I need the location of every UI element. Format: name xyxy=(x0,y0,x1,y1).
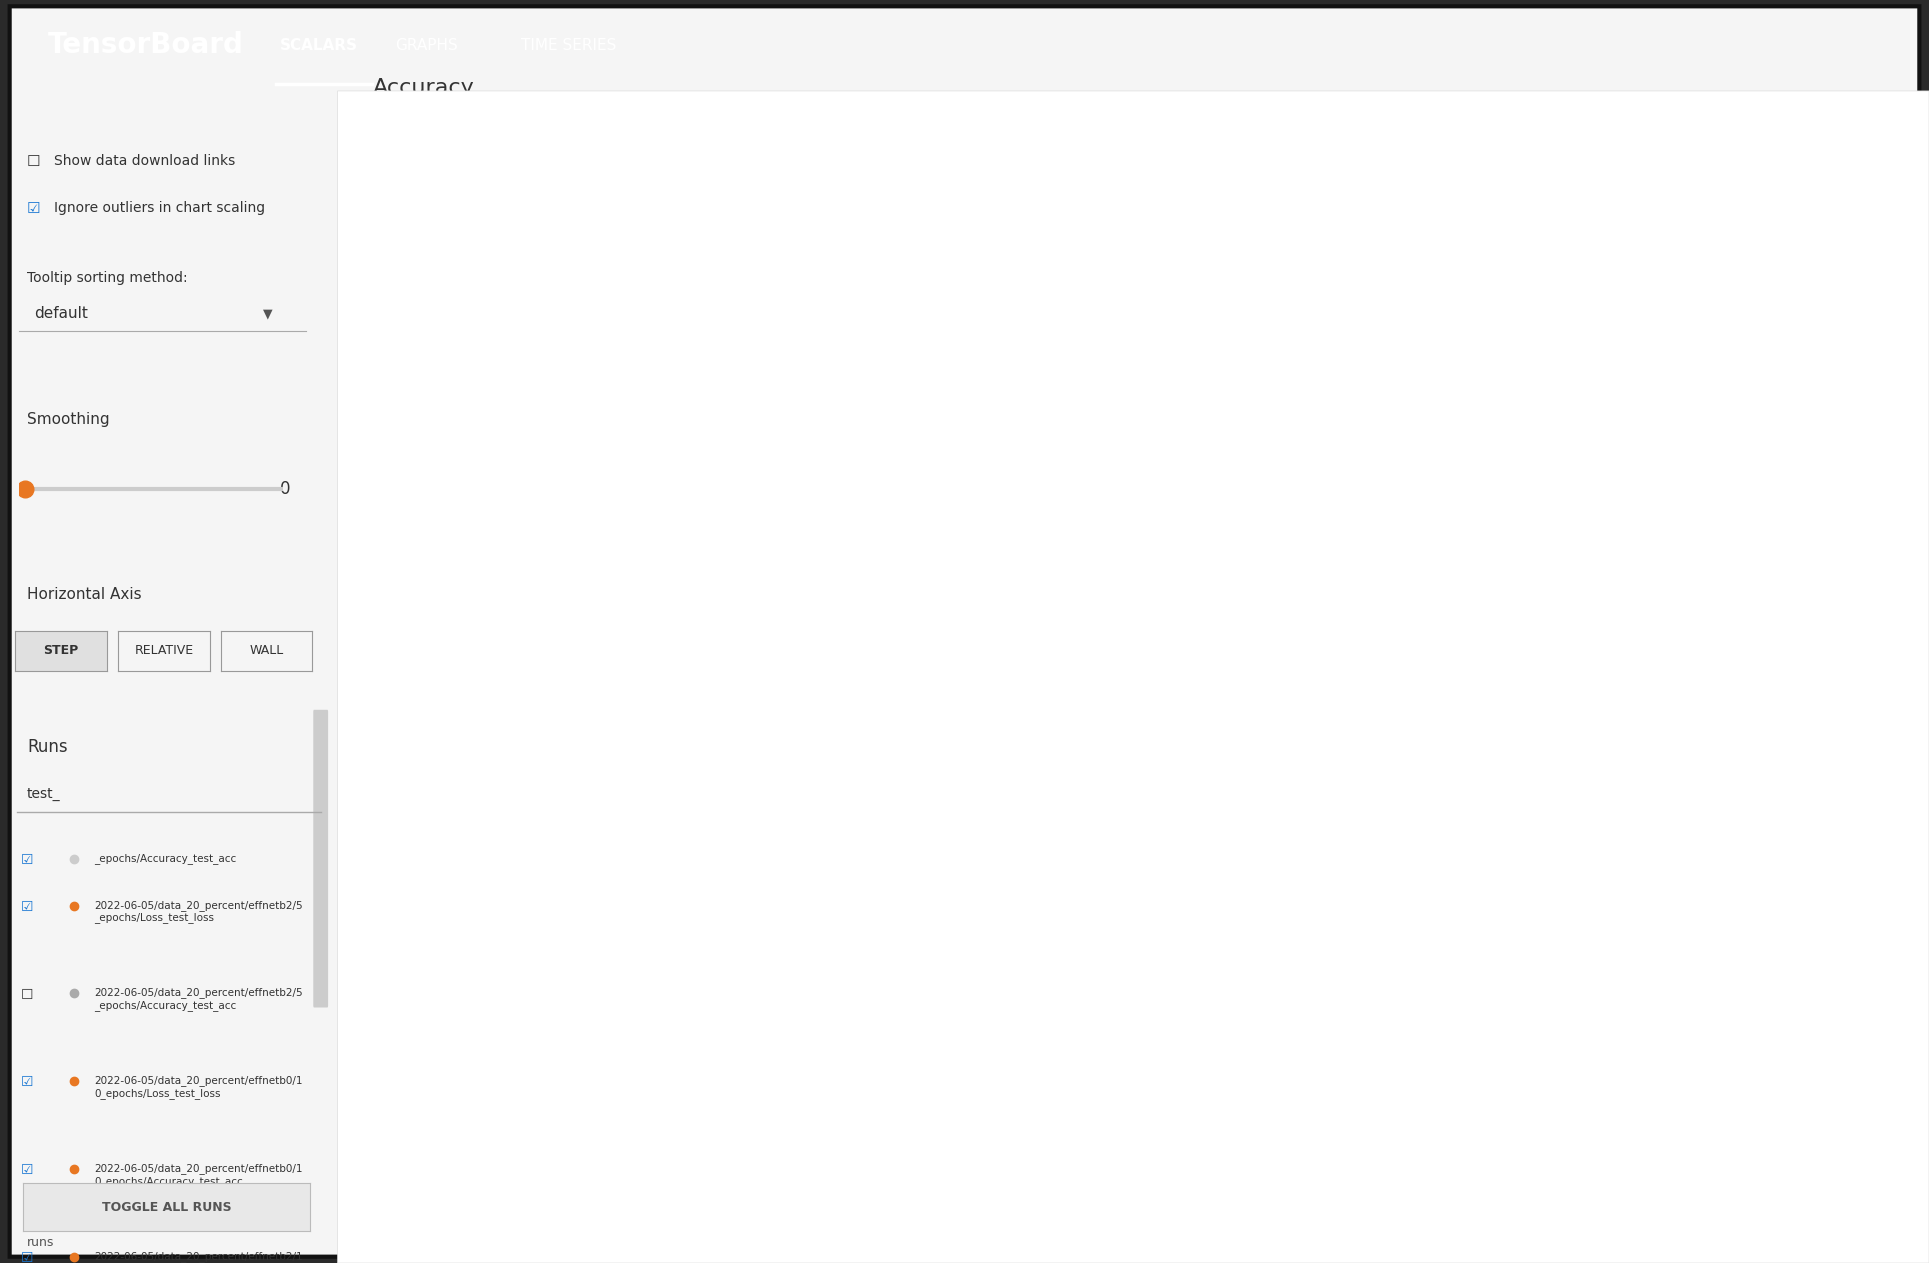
Text: Name: Name xyxy=(388,384,438,399)
Text: 0.2771: 0.2771 xyxy=(1372,632,1418,645)
Text: 2022-06-05/data_10_percent/effnetb2/5_epochs/Loss_test_loss: 2022-06-05/data_10_percent/effnetb2/5_ep… xyxy=(403,577,824,590)
Text: 9: 9 xyxy=(1474,410,1481,424)
Text: 2022-06-05/data_10_percent/effnetb0/5_epochs/Loss_test_loss: 2022-06-05/data_10_percent/effnetb0/5_ep… xyxy=(403,466,824,479)
Text: 0.7087: 0.7087 xyxy=(1236,577,1283,590)
Text: 13s: 13s xyxy=(1819,797,1842,811)
Text: 21s: 21s xyxy=(1819,410,1842,424)
Text: TOGGLE ALL RUNS: TOGGLE ALL RUNS xyxy=(102,1201,231,1214)
Text: 4: 4 xyxy=(1474,466,1481,479)
Text: 0.5689: 0.5689 xyxy=(1236,466,1283,479)
Text: Mon Jun 6, 09:30:53: Mon Jun 6, 09:30:53 xyxy=(1543,797,1678,811)
Text: Time: Time xyxy=(1543,384,1586,399)
Text: 0.5879: 0.5879 xyxy=(1372,522,1418,534)
Text: ⊞: ⊞ xyxy=(546,1195,561,1215)
Text: Relative: Relative xyxy=(1819,384,1888,399)
Text: 9: 9 xyxy=(1474,522,1481,534)
Text: 31s: 31s xyxy=(1819,743,1842,755)
Text: 2022-06-05/data_20_percent/effnetb0/1
0_epochs/Loss_test_loss: 2022-06-05/data_20_percent/effnetb0/1 0_… xyxy=(95,1076,303,1099)
Text: 10s: 10s xyxy=(1819,577,1842,590)
Text: default: default xyxy=(33,306,87,321)
Text: Tooltip sorting method:: Tooltip sorting method: xyxy=(27,272,187,285)
Text: Horizontal Axis: Horizontal Axis xyxy=(27,587,141,602)
Text: tag: Loss: tag: Loss xyxy=(395,813,451,826)
Text: 9: 9 xyxy=(1474,632,1481,645)
Text: 0: 0 xyxy=(280,480,291,499)
Text: ☐: ☐ xyxy=(27,154,41,169)
Text: 0.447: 0.447 xyxy=(1236,797,1275,811)
Text: 0.5689: 0.5689 xyxy=(1372,466,1418,479)
Text: 2022-06-05/data_10_percent/effnetb0/10_epochs/Loss_test_loss: 2022-06-05/data_10_percent/effnetb0/10_e… xyxy=(403,410,831,424)
Text: 0.3913: 0.3913 xyxy=(1372,687,1418,700)
Text: 2022-06-05/data_20_percent/effnetb0/10_epochs/Loss_test_loss: 2022-06-05/data_20_percent/effnetb0/10_e… xyxy=(403,632,831,645)
Text: Mon Jun 6, 09:29:26: Mon Jun 6, 09:29:26 xyxy=(1543,577,1676,590)
Text: ☑: ☑ xyxy=(19,899,33,913)
Text: Show data download links: Show data download links xyxy=(54,154,235,168)
Text: 0.7087: 0.7087 xyxy=(1372,577,1418,590)
Text: SCALARS: SCALARS xyxy=(280,38,357,53)
Text: 4: 4 xyxy=(1474,797,1481,811)
Text: TIME SERIES: TIME SERIES xyxy=(521,38,615,53)
Text: 2022-06-05/data_20_percent/effnetb2/5_epochs/Loss_test_loss: 2022-06-05/data_20_percent/effnetb2/5_ep… xyxy=(403,797,824,811)
Text: 2022-06-05/data_20_percent/effnetb2/10_epochs/Loss_test_loss: 2022-06-05/data_20_percent/effnetb2/10_e… xyxy=(403,743,831,755)
Text: RELATIVE: RELATIVE xyxy=(135,644,193,658)
Text: Step: Step xyxy=(1474,384,1512,399)
Text: Loss: Loss xyxy=(372,674,403,688)
Text: 0.447: 0.447 xyxy=(1372,797,1408,811)
Text: 2022-06-05/data_20_percent/effnetb2/1
0_epochs/Loss_test_loss: 2022-06-05/data_20_percent/effnetb2/1 0_… xyxy=(95,1252,303,1263)
Text: ☑: ☑ xyxy=(19,1076,33,1090)
Text: WALL: WALL xyxy=(249,644,284,658)
Text: ☑: ☑ xyxy=(19,1163,33,1177)
Text: 2022-06-05/data_20_percent/effnetb2/5
_epochs/Accuracy_test_acc: 2022-06-05/data_20_percent/effnetb2/5 _e… xyxy=(95,988,303,1010)
Text: STEP: STEP xyxy=(42,644,79,658)
Text: Ignore outliers in chart scaling: Ignore outliers in chart scaling xyxy=(54,201,264,215)
Text: 0.3909: 0.3909 xyxy=(1236,743,1283,755)
Text: Accuracy: Accuracy xyxy=(395,111,465,126)
Text: 9: 9 xyxy=(1474,743,1481,755)
Text: 2022-06-05/data_20_percent/effnetb2/5
_epochs/Loss_test_loss: 2022-06-05/data_20_percent/effnetb2/5 _e… xyxy=(95,899,303,923)
Text: ☑: ☑ xyxy=(27,201,41,216)
Text: tag: Accuracy: tag: Accuracy xyxy=(395,100,482,112)
Text: 2022-06-05/data_10_percent/effnetb2/10_epochs/Loss_test_loss: 2022-06-05/data_10_percent/effnetb2/10_e… xyxy=(403,522,831,534)
Text: Accuracy: Accuracy xyxy=(372,78,475,99)
Text: _epochs/Accuracy_test_acc: _epochs/Accuracy_test_acc xyxy=(95,853,237,864)
Text: 8s: 8s xyxy=(1819,466,1834,479)
Text: 0.3909: 0.3909 xyxy=(1372,743,1418,755)
Text: Mon Jun 6, 09:31:27: Mon Jun 6, 09:31:27 xyxy=(1543,632,1678,645)
Text: Mon Jun 6, 09:30:16: Mon Jun 6, 09:30:16 xyxy=(1543,522,1676,534)
Text: 0.3913: 0.3913 xyxy=(1236,687,1283,700)
Text: 0.465: 0.465 xyxy=(1372,410,1408,424)
FancyBboxPatch shape xyxy=(372,616,1914,667)
Text: 15s: 15s xyxy=(1819,687,1842,700)
Text: 4: 4 xyxy=(1474,687,1481,700)
Text: Mon Jun 6, 09:29:50: Mon Jun 6, 09:29:50 xyxy=(1543,410,1676,424)
Text: 0.465: 0.465 xyxy=(1236,410,1275,424)
Text: Runs: Runs xyxy=(27,739,68,757)
Text: 22s: 22s xyxy=(1819,522,1842,534)
FancyBboxPatch shape xyxy=(312,710,328,1008)
Text: Mon Jun 6, 09:29:12: Mon Jun 6, 09:29:12 xyxy=(1543,466,1678,479)
Text: ⛶: ⛶ xyxy=(407,1195,419,1215)
Text: Mon Jun 6, 09:32:02: Mon Jun 6, 09:32:02 xyxy=(1543,743,1678,755)
Text: Smoothing: Smoothing xyxy=(27,412,110,427)
Text: test_: test_ xyxy=(27,787,60,801)
Text: 2022-06-05/data_20_percent/effnetb0/1
0_epochs/Accuracy_test_acc: 2022-06-05/data_20_percent/effnetb0/1 0_… xyxy=(95,1163,303,1187)
Text: ☰: ☰ xyxy=(476,1195,494,1215)
Text: Mon Jun 6, 09:30:36: Mon Jun 6, 09:30:36 xyxy=(1543,687,1676,700)
Text: ☑: ☑ xyxy=(19,853,33,866)
Text: 4: 4 xyxy=(1474,577,1481,590)
Text: 0.5879: 0.5879 xyxy=(1236,522,1283,534)
Text: ☑: ☑ xyxy=(19,1252,33,1263)
Text: Value: Value xyxy=(1372,384,1418,399)
Text: Smoothed: Smoothed xyxy=(1236,384,1325,399)
Text: ▼: ▼ xyxy=(262,307,272,320)
Text: 2022-06-05/data_20_percent/effnetb0/5_epochs/Loss_test_loss: 2022-06-05/data_20_percent/effnetb0/5_ep… xyxy=(403,687,824,700)
Text: 0.2771: 0.2771 xyxy=(1236,632,1285,645)
Text: ☐: ☐ xyxy=(19,988,33,1002)
Text: Loss: Loss xyxy=(395,791,428,806)
Text: runs: runs xyxy=(27,1236,54,1249)
Text: 30s: 30s xyxy=(1819,632,1842,645)
Text: GRAPHS: GRAPHS xyxy=(395,38,459,53)
Text: TensorBoard: TensorBoard xyxy=(48,32,245,59)
